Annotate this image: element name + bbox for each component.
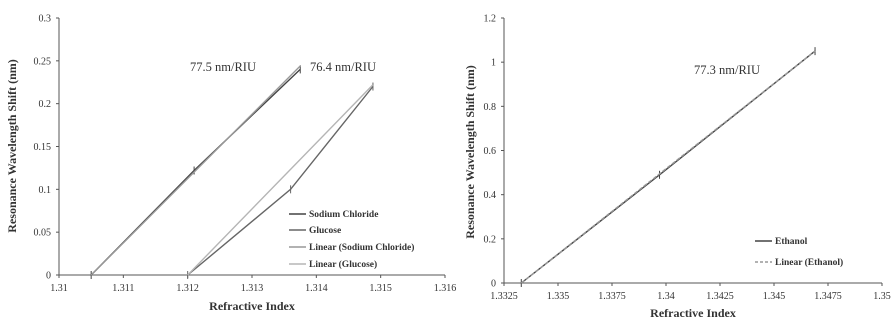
annotation-glucose: 76.4 nm/RIU (310, 60, 376, 74)
legend-label-glucose: Glucose (309, 226, 341, 236)
right-chart: 0 0.2 0.4 0.6 0.8 1 1.2 1.3325 1.335 1.3375 1.34 1… (463, 14, 891, 321)
left-x-axis-label: Refractive Index (209, 299, 295, 313)
series-line-linear-sodium-chloride (90, 65, 301, 276)
left-y-tick-label: 0.1 (39, 185, 52, 196)
right-x-tick-label: 1.34 (657, 291, 675, 302)
right-x-axis-label: Refractive Index (650, 306, 736, 320)
left-x-tick-label: 1.313 (241, 283, 264, 294)
right-y-tick-label: 0.4 (484, 190, 497, 201)
left-x-tick-label: 1.31 (50, 283, 68, 294)
right-x-tick-label: 1.35 (873, 291, 891, 302)
left-y-tick-label: 0.15 (34, 142, 52, 153)
legend-label-linear-ethanol: Linear (Ethanol) (775, 257, 843, 268)
right-x-tick-label: 1.345 (763, 291, 786, 302)
annotation-sodium-chloride: 77.5 nm/RIU (190, 60, 256, 74)
series-line-linear-ethanol (520, 50, 816, 284)
legend-label-linear-sodium-chloride: Linear (Sodium Chloride) (309, 242, 414, 253)
right-y-tick-label: 0 (491, 279, 496, 290)
right-y-axis-label: Resonance Wavelength Shift (nm) (463, 65, 477, 238)
legend-label-sodium-chloride: Sodium Chloride (309, 210, 378, 220)
annotation-ethanol: 77.3 nm/RIU (694, 63, 760, 77)
left-y-tick-label: 0.2 (39, 99, 52, 110)
left-x-tick-label: 1.314 (305, 283, 328, 294)
left-x-tick-label: 1.311 (112, 283, 134, 294)
left-chart: 0 0.05 0.1 0.15 0.2 0.25 0.3 1.31 1.311 1.312 1.3… (5, 14, 456, 314)
right-legend: Ethanol Linear (Ethanol) (755, 237, 843, 268)
right-x-tick-label: 1.3425 (706, 291, 734, 302)
left-y-tick-label: 0.3 (39, 14, 52, 25)
right-x-tick-label: 1.3375 (598, 291, 626, 302)
right-y-tick-label: 0.2 (484, 234, 497, 245)
left-y-tick-label: 0 (46, 271, 51, 282)
left-y-tick-label: 0.05 (34, 228, 52, 239)
left-y-axis-label: Resonance Wavelength Shift (nm) (5, 59, 19, 232)
left-legend: Sodium Chloride Glucose Linear (Sodium C… (289, 210, 414, 270)
series-line-linear-glucose (187, 84, 374, 276)
right-y-tick-label: 0.6 (484, 146, 497, 157)
legend-label-ethanol: Ethanol (775, 237, 808, 247)
right-x-tick-label: 1.3325 (490, 291, 518, 302)
right-y-tick-label: 1 (491, 58, 496, 69)
left-x-tick-label: 1.315 (369, 283, 392, 294)
left-y-tick-label: 0.25 (34, 56, 52, 67)
left-x-tick-label: 1.316 (434, 283, 457, 294)
right-y-tick-label: 1.2 (484, 14, 497, 25)
right-x-tick-label: 1.3475 (814, 291, 842, 302)
right-y-tick-label: 0.8 (484, 102, 497, 113)
legend-label-linear-glucose: Linear (Glucose) (309, 259, 377, 270)
left-x-tick-label: 1.312 (176, 283, 199, 294)
right-x-tick-label: 1.335 (547, 291, 570, 302)
